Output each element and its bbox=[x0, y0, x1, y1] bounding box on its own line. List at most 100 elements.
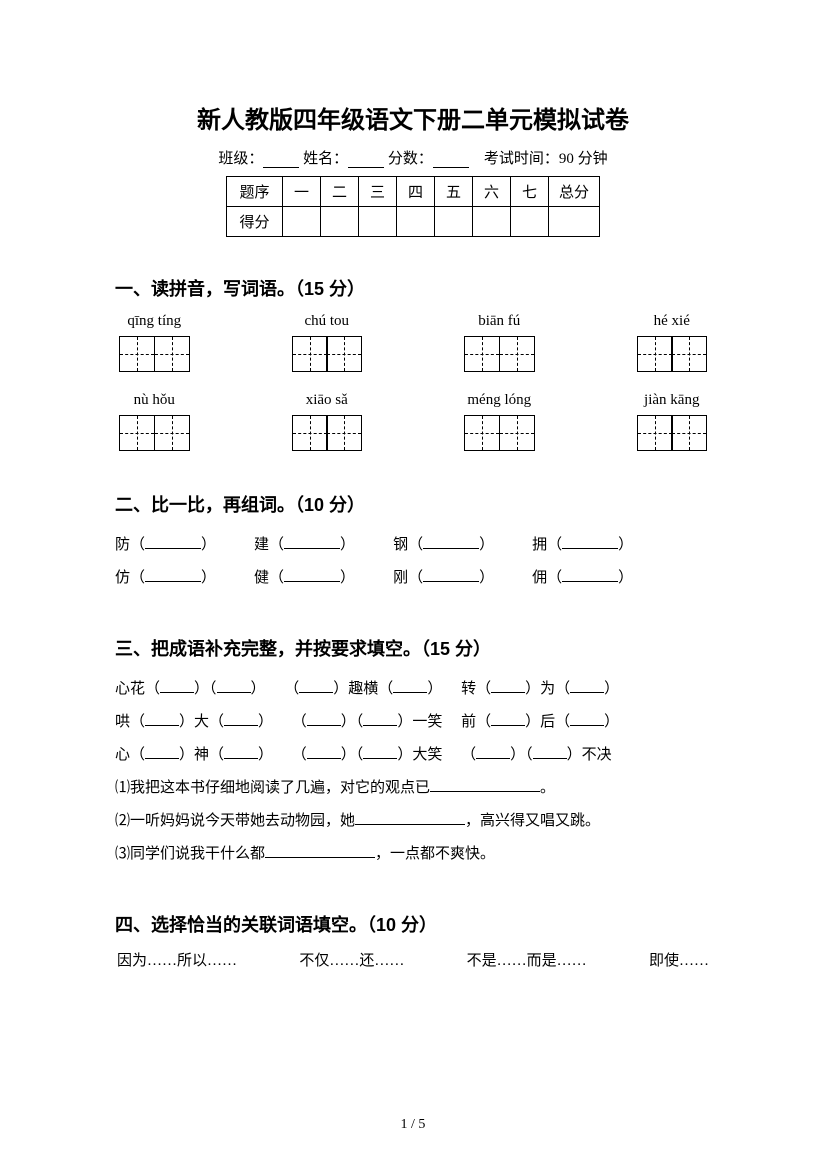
section-2: 二、比一比，再组词。（10 分） 防（）建（）钢（）拥（）仿（）健（）刚（）佣（… bbox=[115, 491, 711, 595]
idiom-blank[interactable] bbox=[224, 712, 258, 726]
pinyin-label: méng lóng bbox=[467, 392, 531, 409]
score-cell[interactable] bbox=[510, 207, 548, 237]
score-label: 分数： bbox=[388, 151, 433, 167]
char-box-group bbox=[119, 336, 190, 372]
idiom-sentence: ⑴我把这本书仔细地阅读了几遍，对它的观点已。 bbox=[115, 772, 711, 805]
score-cell[interactable] bbox=[320, 207, 358, 237]
char-box[interactable] bbox=[464, 415, 500, 451]
score-cell[interactable] bbox=[396, 207, 434, 237]
pinyin-row-1: qīng tíngchú toubiān fúhé xié bbox=[115, 313, 711, 372]
col-2: 二 bbox=[320, 177, 358, 207]
word-blank[interactable] bbox=[562, 535, 618, 549]
word-blank[interactable] bbox=[423, 535, 479, 549]
sentence-blank[interactable] bbox=[265, 844, 375, 858]
col-total: 总分 bbox=[548, 177, 599, 207]
char-box[interactable] bbox=[154, 336, 190, 372]
section-3-heading: 三、把成语补充完整，并按要求填空。（15 分） bbox=[115, 635, 711, 661]
idiom-blank[interactable] bbox=[491, 712, 525, 726]
pinyin-item: méng lóng bbox=[464, 392, 535, 451]
idiom-blank[interactable] bbox=[363, 745, 397, 759]
char-box[interactable] bbox=[637, 415, 673, 451]
score-header-label: 题序 bbox=[226, 177, 282, 207]
char-box[interactable] bbox=[671, 415, 707, 451]
char-box[interactable] bbox=[119, 336, 155, 372]
conj-opt: 不仅……还…… bbox=[299, 949, 404, 970]
word-blank[interactable] bbox=[284, 535, 340, 549]
idiom-blank[interactable] bbox=[393, 679, 427, 693]
sentence-blank[interactable] bbox=[430, 778, 540, 792]
char-box[interactable] bbox=[671, 336, 707, 372]
idiom-blank[interactable] bbox=[476, 745, 510, 759]
pinyin-item: qīng tíng bbox=[119, 313, 190, 372]
pinyin-label: nù hǒu bbox=[134, 392, 175, 409]
char-box-group bbox=[637, 336, 708, 372]
pinyin-label: chú tou bbox=[304, 313, 349, 330]
idiom-blank[interactable] bbox=[363, 712, 397, 726]
idiom-blank[interactable] bbox=[570, 712, 604, 726]
score-cell[interactable] bbox=[548, 207, 599, 237]
conjunction-options: 因为……所以…… 不仅……还…… 不是……而是…… 即使…… bbox=[115, 949, 711, 970]
col-6: 六 bbox=[472, 177, 510, 207]
char-box[interactable] bbox=[499, 415, 535, 451]
section-4-heading: 四、选择恰当的关联词语填空。（10 分） bbox=[115, 911, 711, 937]
pinyin-item: chú tou bbox=[292, 313, 363, 372]
idiom-blank[interactable] bbox=[491, 679, 525, 693]
col-7: 七 bbox=[510, 177, 548, 207]
pinyin-label: jiàn kāng bbox=[644, 392, 699, 409]
score-cell[interactable] bbox=[434, 207, 472, 237]
idiom-sentence: ⑶同学们说我干什么都，一点都不爽快。 bbox=[115, 838, 711, 871]
sentence-blank[interactable] bbox=[355, 811, 465, 825]
idiom-blank[interactable] bbox=[307, 745, 341, 759]
idiom-blank[interactable] bbox=[307, 712, 341, 726]
char-box[interactable] bbox=[154, 415, 190, 451]
word-blank[interactable] bbox=[145, 535, 201, 549]
idiom-blank[interactable] bbox=[224, 745, 258, 759]
score-table-score-row: 得分 bbox=[226, 207, 599, 237]
char-box[interactable] bbox=[326, 336, 362, 372]
char-box[interactable] bbox=[292, 415, 328, 451]
idiom-blank[interactable] bbox=[533, 745, 567, 759]
char-box[interactable] bbox=[464, 336, 500, 372]
col-5: 五 bbox=[434, 177, 472, 207]
class-label: 班级： bbox=[218, 151, 263, 167]
idiom-blank[interactable] bbox=[145, 712, 179, 726]
score-cell[interactable] bbox=[358, 207, 396, 237]
compare-item: 刚（） bbox=[393, 562, 494, 595]
char-box-group bbox=[637, 415, 708, 451]
char-box[interactable] bbox=[292, 336, 328, 372]
idiom-blank[interactable] bbox=[217, 679, 251, 693]
class-blank[interactable] bbox=[263, 154, 299, 168]
char-box[interactable] bbox=[637, 336, 673, 372]
col-1: 一 bbox=[282, 177, 320, 207]
pinyin-item: xiāo sǎ bbox=[292, 392, 363, 451]
idiom-blank[interactable] bbox=[299, 679, 333, 693]
compare-item: 钢（） bbox=[393, 529, 494, 562]
word-blank[interactable] bbox=[284, 568, 340, 582]
word-blank[interactable] bbox=[562, 568, 618, 582]
score-cell[interactable] bbox=[282, 207, 320, 237]
idiom-blank[interactable] bbox=[145, 745, 179, 759]
score-table: 题序 一 二 三 四 五 六 七 总分 得分 bbox=[226, 176, 600, 237]
word-blank[interactable] bbox=[423, 568, 479, 582]
section-4: 四、选择恰当的关联词语填空。（10 分） 因为……所以…… 不仅……还…… 不是… bbox=[115, 911, 711, 970]
idiom-blank[interactable] bbox=[160, 679, 194, 693]
char-box[interactable] bbox=[499, 336, 535, 372]
score-cell[interactable] bbox=[472, 207, 510, 237]
char-box-group bbox=[464, 336, 535, 372]
name-blank[interactable] bbox=[348, 154, 384, 168]
char-box[interactable] bbox=[326, 415, 362, 451]
section-2-heading: 二、比一比，再组词。（10 分） bbox=[115, 491, 711, 517]
score-blank[interactable] bbox=[433, 154, 469, 168]
char-box[interactable] bbox=[119, 415, 155, 451]
char-box-group bbox=[119, 415, 190, 451]
idiom-line: 心（）神（） （）（）大笑 （）（）不决 bbox=[115, 739, 711, 772]
idiom-line: 心花（）（） （）趣横（） 转（）为（） bbox=[115, 673, 711, 706]
char-box-group bbox=[292, 415, 363, 451]
word-blank[interactable] bbox=[145, 568, 201, 582]
col-3: 三 bbox=[358, 177, 396, 207]
pinyin-label: xiāo sǎ bbox=[306, 392, 348, 409]
compare-item: 健（） bbox=[254, 562, 355, 595]
conj-opt: 因为……所以…… bbox=[117, 949, 237, 970]
compare-item: 防（） bbox=[115, 529, 216, 562]
idiom-blank[interactable] bbox=[570, 679, 604, 693]
